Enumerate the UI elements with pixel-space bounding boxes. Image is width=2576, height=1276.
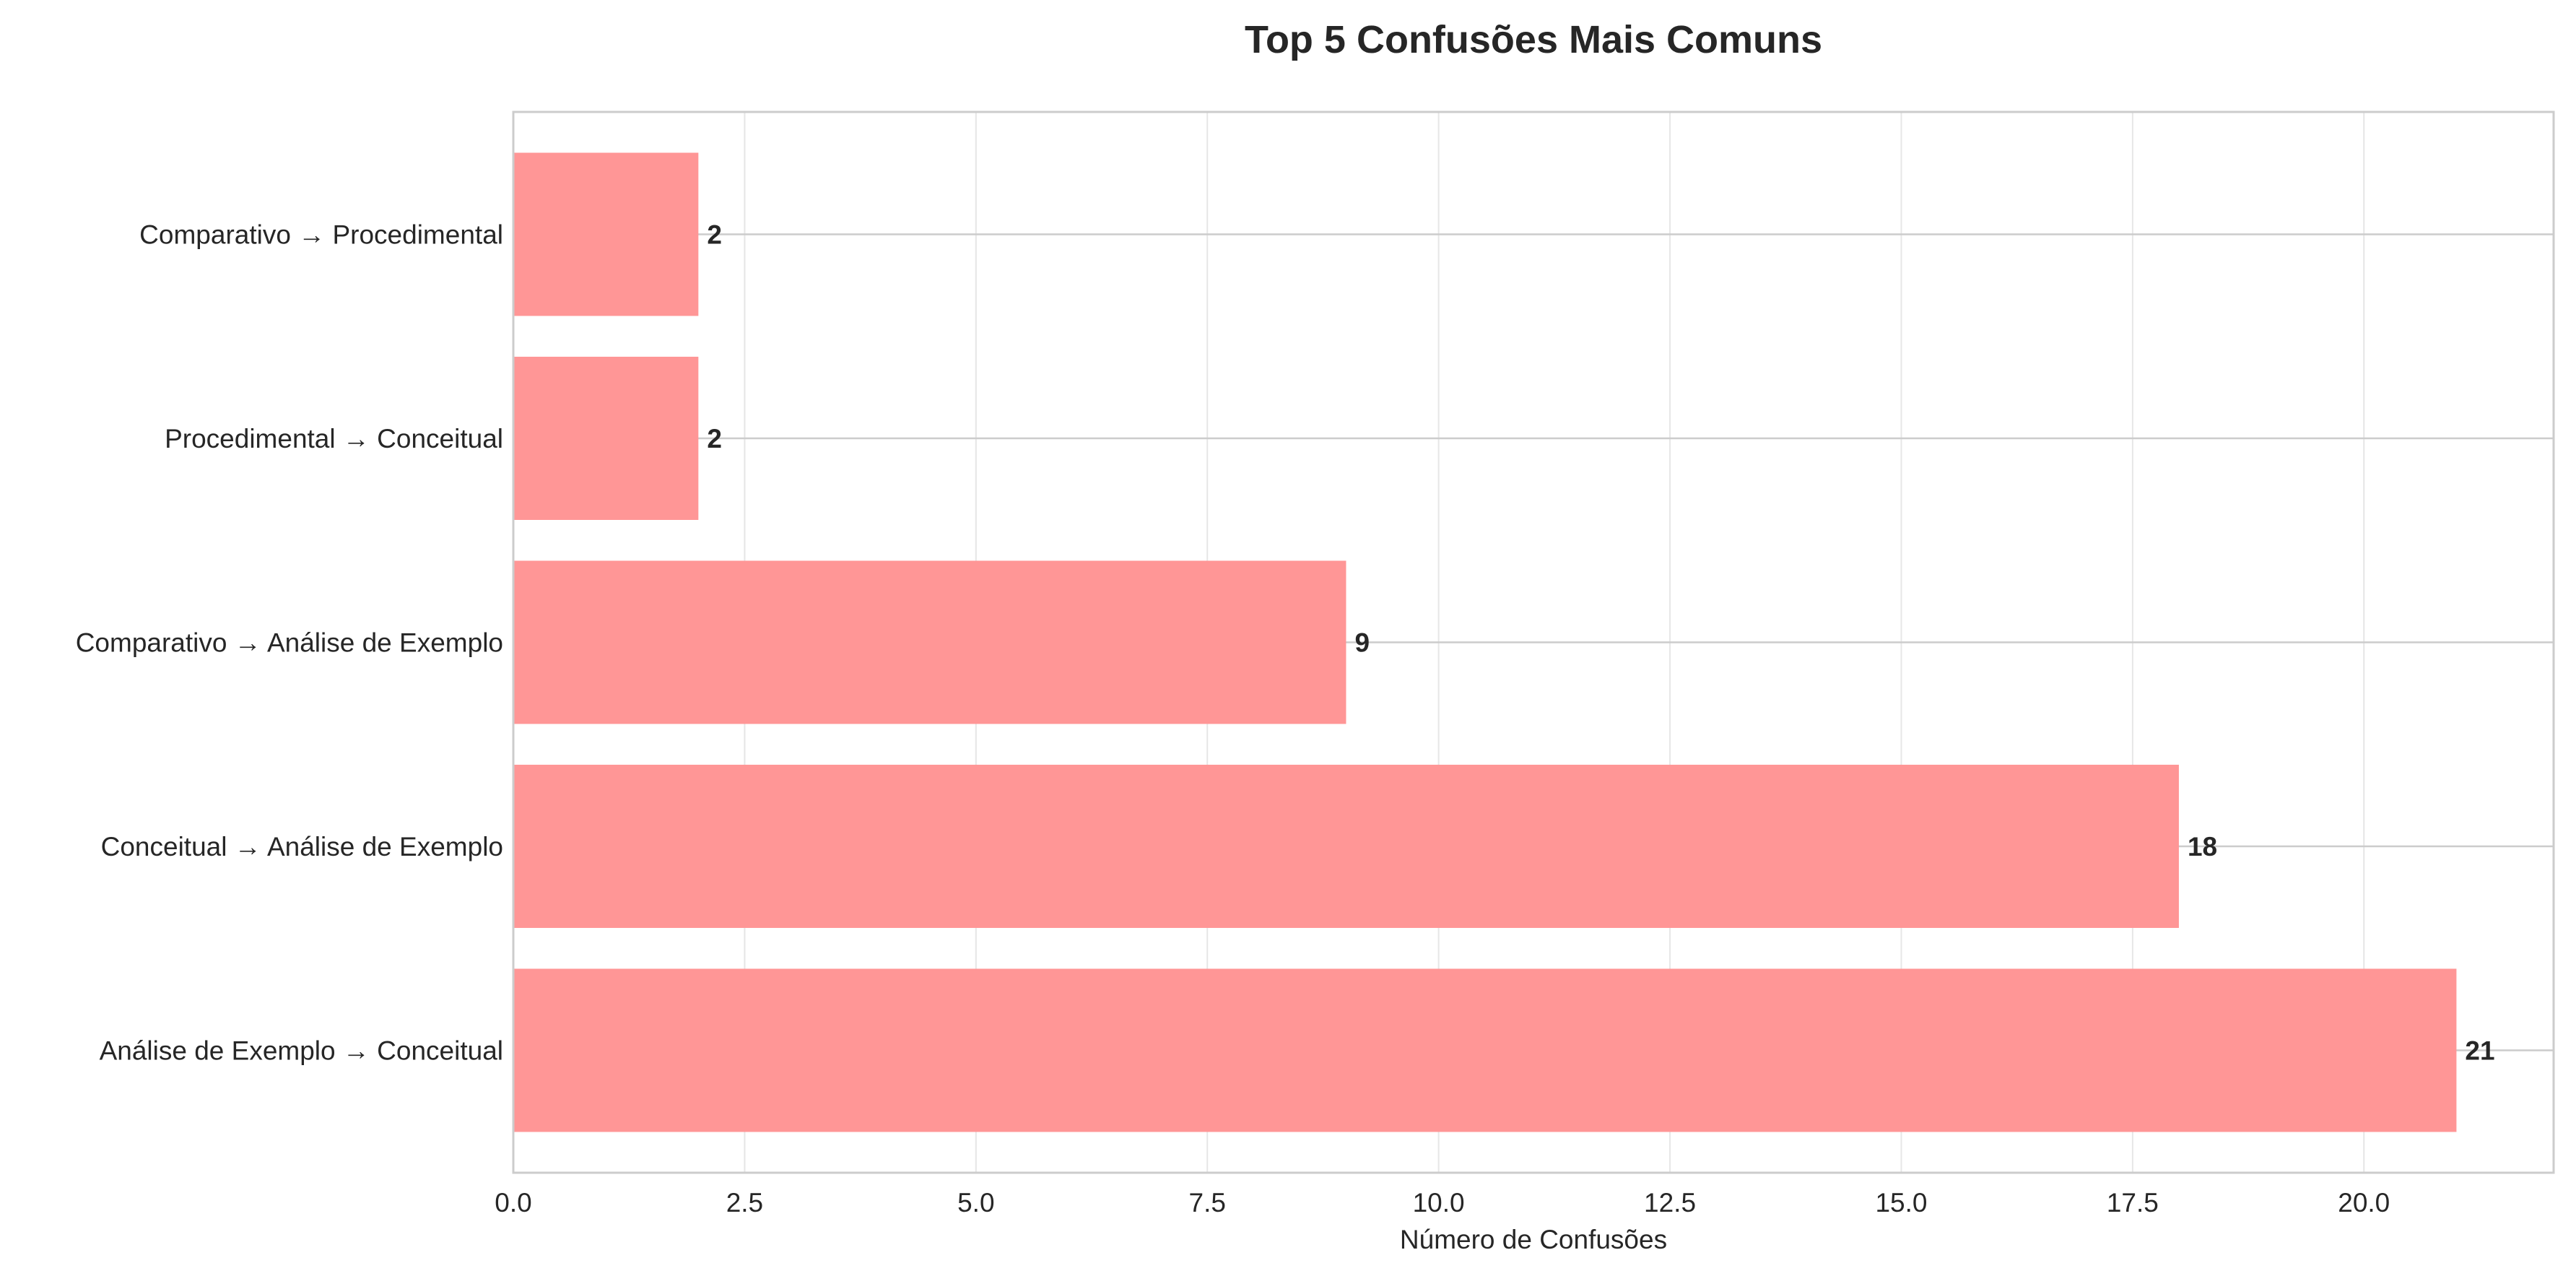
bar	[513, 560, 1346, 724]
data-label: 2	[707, 220, 722, 250]
data-label: 9	[1354, 628, 1370, 658]
y-tick-label: Conceitual → Análise de Exemplo	[101, 832, 503, 861]
data-label: 18	[2188, 832, 2217, 861]
bars-layer	[513, 152, 2457, 1132]
ticks-layer: 0.0 2.5 5.0 7.5 10.0 12.5 15.0 17.5 20.0 Análise …	[76, 220, 2390, 1218]
x-tick-label: 2.5	[726, 1188, 763, 1218]
y-tick-label: Análise de Exemplo → Conceitual	[100, 1036, 503, 1066]
bar	[513, 968, 2457, 1132]
x-tick-label: 10.0	[1413, 1188, 1465, 1218]
bar	[513, 152, 699, 316]
x-tick-label: 0.0	[495, 1188, 531, 1218]
y-tick-label: Comparativo → Procedimental	[139, 220, 503, 250]
y-tick-label: Procedimental → Conceitual	[165, 424, 503, 453]
data-label: 21	[2465, 1036, 2494, 1066]
chart-title: Top 5 Confusões Mais Comuns	[1245, 18, 1822, 61]
y-tick-label: Comparativo → Análise de Exemplo	[76, 628, 503, 658]
x-tick-label: 7.5	[1189, 1188, 1226, 1218]
bar	[513, 357, 699, 520]
plot-frame	[512, 110, 2555, 1174]
x-axis-label: Número de Confusões	[1400, 1225, 1667, 1254]
x-tick-label: 5.0	[957, 1188, 994, 1218]
x-tick-label: 20.0	[2338, 1188, 2390, 1218]
data-label: 2	[707, 424, 722, 453]
labels-layer: 21 18 9 2 2	[707, 220, 2494, 1066]
bar	[513, 765, 2179, 928]
x-tick-label: 15.0	[1875, 1188, 1927, 1218]
x-tick-label: 12.5	[1644, 1188, 1696, 1218]
x-tick-label: 17.5	[2107, 1188, 2159, 1218]
